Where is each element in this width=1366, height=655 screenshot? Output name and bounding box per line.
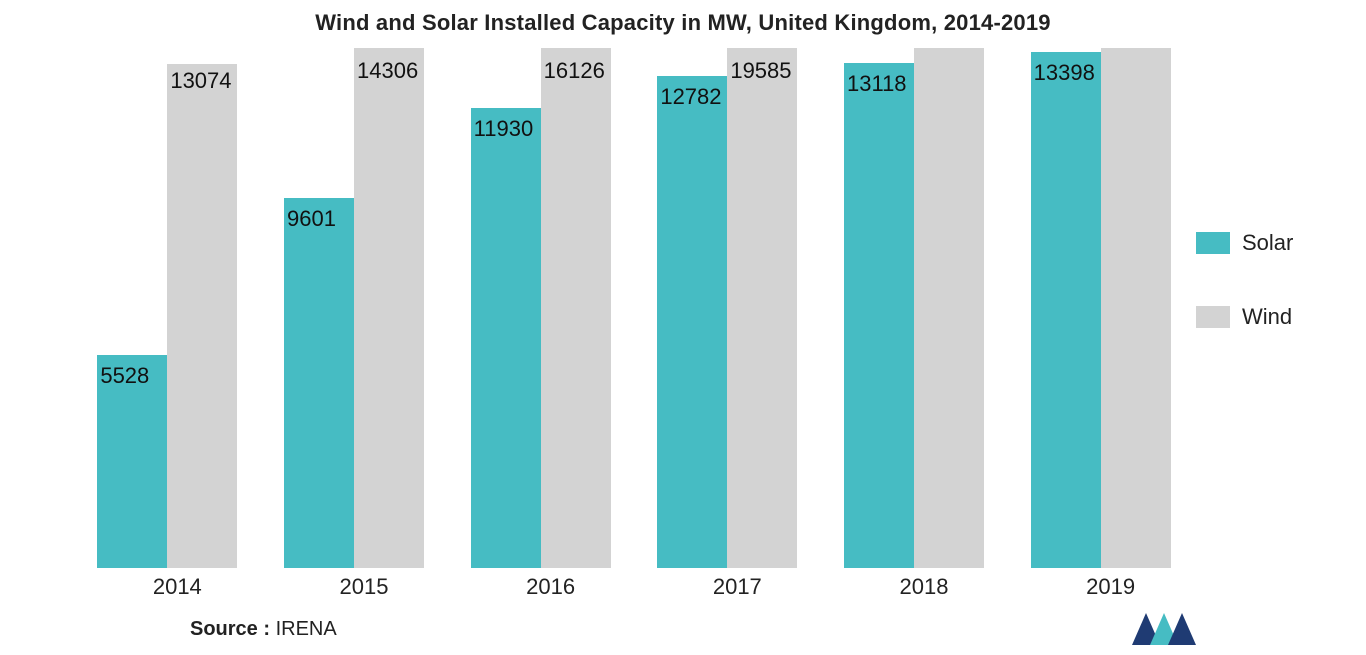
bar-group: 9601 14306 [284, 48, 424, 568]
legend-item-wind: Wind [1196, 304, 1346, 330]
bar-wind [727, 48, 797, 568]
source-line: Source : IRENA [190, 618, 337, 641]
value-label-solar: 5528 [100, 363, 149, 389]
chart-container: Wind and Solar Installed Capacity in MW,… [0, 0, 1366, 655]
bar-wind [1101, 48, 1171, 568]
plot-area: 5528 13074 9601 14306 11930 16126 12782 19585 13… [74, 48, 1194, 568]
legend-label-wind: Wind [1242, 304, 1292, 330]
bar-group: 12782 19585 [657, 48, 797, 568]
source-label: Source : [190, 618, 270, 640]
x-axis-label: 2018 [884, 574, 964, 600]
x-axis-label: 2016 [511, 574, 591, 600]
legend-swatch-solar [1196, 232, 1230, 254]
value-label-solar: 12782 [660, 84, 721, 110]
bars-layer: 5528 13074 9601 14306 11930 16126 12782 19585 13… [74, 48, 1194, 568]
chart-title: Wind and Solar Installed Capacity in MW,… [0, 0, 1366, 36]
bar-wind [541, 48, 611, 568]
bar-group: 5528 13074 [97, 48, 237, 568]
x-axis-label: 2014 [137, 574, 217, 600]
x-axis-label: 2015 [324, 574, 404, 600]
bar-solar [471, 108, 541, 568]
value-label-solar: 11930 [474, 116, 534, 142]
bar-wind [914, 48, 984, 568]
bar-solar [844, 63, 914, 568]
brand-logo-icon [1132, 613, 1196, 645]
bar-solar [284, 198, 354, 568]
value-label-solar: 9601 [287, 206, 336, 232]
value-label-wind: 16126 [544, 58, 605, 84]
legend-item-solar: Solar [1196, 230, 1346, 256]
value-label-solar: 13118 [847, 71, 907, 97]
x-axis-label: 2017 [697, 574, 777, 600]
x-axis-labels: 2014 2015 2016 2017 2018 2019 [74, 574, 1194, 604]
bar-solar [1031, 52, 1101, 568]
bar-group: 13118 [844, 48, 984, 568]
bar-group: 13398 [1031, 48, 1171, 568]
brand-logo [1132, 613, 1196, 645]
value-label-wind: 13074 [170, 68, 231, 94]
legend-swatch-wind [1196, 306, 1230, 328]
value-label-solar: 13398 [1034, 60, 1095, 86]
source-value: IRENA [276, 618, 337, 640]
value-label-wind: 19585 [730, 58, 791, 84]
bar-wind [167, 64, 237, 568]
legend: Solar Wind [1196, 230, 1346, 378]
x-axis-label: 2019 [1071, 574, 1151, 600]
bar-wind [354, 48, 424, 568]
bar-group: 11930 16126 [471, 48, 611, 568]
value-label-wind: 14306 [357, 58, 418, 84]
bar-solar [657, 76, 727, 568]
legend-label-solar: Solar [1242, 230, 1293, 256]
